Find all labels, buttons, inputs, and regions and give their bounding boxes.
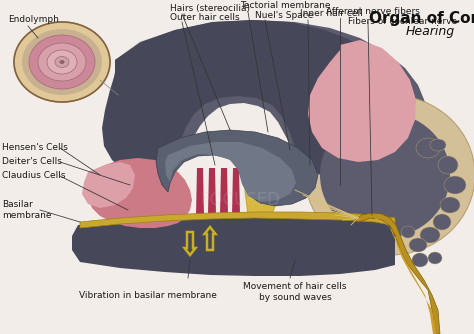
Text: Outer hair cells: Outer hair cells [170, 12, 240, 21]
Ellipse shape [433, 214, 451, 230]
Polygon shape [308, 40, 416, 162]
Ellipse shape [320, 113, 450, 237]
Ellipse shape [22, 29, 102, 95]
Polygon shape [165, 142, 296, 202]
Text: Endolymph: Endolymph [8, 15, 59, 24]
Polygon shape [82, 162, 135, 208]
Ellipse shape [428, 252, 442, 264]
Ellipse shape [430, 139, 446, 151]
Ellipse shape [409, 238, 427, 252]
Text: Vibration in basilar membrane: Vibration in basilar membrane [79, 292, 217, 301]
Text: Hearing: Hearing [405, 25, 455, 38]
Ellipse shape [440, 197, 460, 213]
Ellipse shape [47, 50, 77, 74]
Polygon shape [196, 168, 204, 215]
Ellipse shape [416, 138, 440, 158]
Polygon shape [208, 168, 216, 215]
Polygon shape [102, 20, 415, 180]
Polygon shape [80, 212, 395, 228]
Ellipse shape [412, 253, 428, 267]
Ellipse shape [38, 43, 86, 81]
Text: Afferent nerve fibers: Afferent nerve fibers [326, 7, 420, 16]
Text: Nuel's Space: Nuel's Space [255, 10, 313, 19]
Ellipse shape [55, 56, 69, 67]
Polygon shape [245, 165, 280, 215]
Text: Deiter's Cells: Deiter's Cells [2, 158, 62, 167]
Ellipse shape [420, 227, 440, 243]
Text: Tectorial membrane: Tectorial membrane [240, 1, 330, 10]
Text: Hairs (stereocilia): Hairs (stereocilia) [170, 3, 250, 12]
Text: Claudius Cells: Claudius Cells [2, 171, 65, 180]
Text: Hensen's Cells: Hensen's Cells [2, 144, 68, 153]
Ellipse shape [14, 22, 110, 102]
Polygon shape [104, 20, 428, 183]
Polygon shape [156, 130, 318, 206]
Text: Basilar
membrane: Basilar membrane [2, 200, 52, 220]
Polygon shape [232, 168, 240, 215]
Text: Inner hair cell: Inner hair cell [300, 8, 363, 17]
Ellipse shape [401, 226, 415, 238]
Text: Fibers of cochlear nerve: Fibers of cochlear nerve [348, 17, 457, 26]
Polygon shape [88, 158, 192, 228]
Polygon shape [72, 217, 395, 276]
Ellipse shape [444, 176, 466, 194]
Text: Organ of Corti: Organ of Corti [369, 10, 474, 25]
Ellipse shape [438, 156, 458, 174]
Ellipse shape [60, 60, 64, 64]
Ellipse shape [305, 95, 474, 255]
Text: FOCUSED: FOCUSED [200, 191, 280, 209]
Text: Movement of hair cells
by sound waves: Movement of hair cells by sound waves [243, 282, 347, 302]
Polygon shape [355, 213, 440, 334]
Polygon shape [220, 168, 228, 215]
Ellipse shape [29, 35, 95, 89]
Polygon shape [375, 218, 436, 334]
